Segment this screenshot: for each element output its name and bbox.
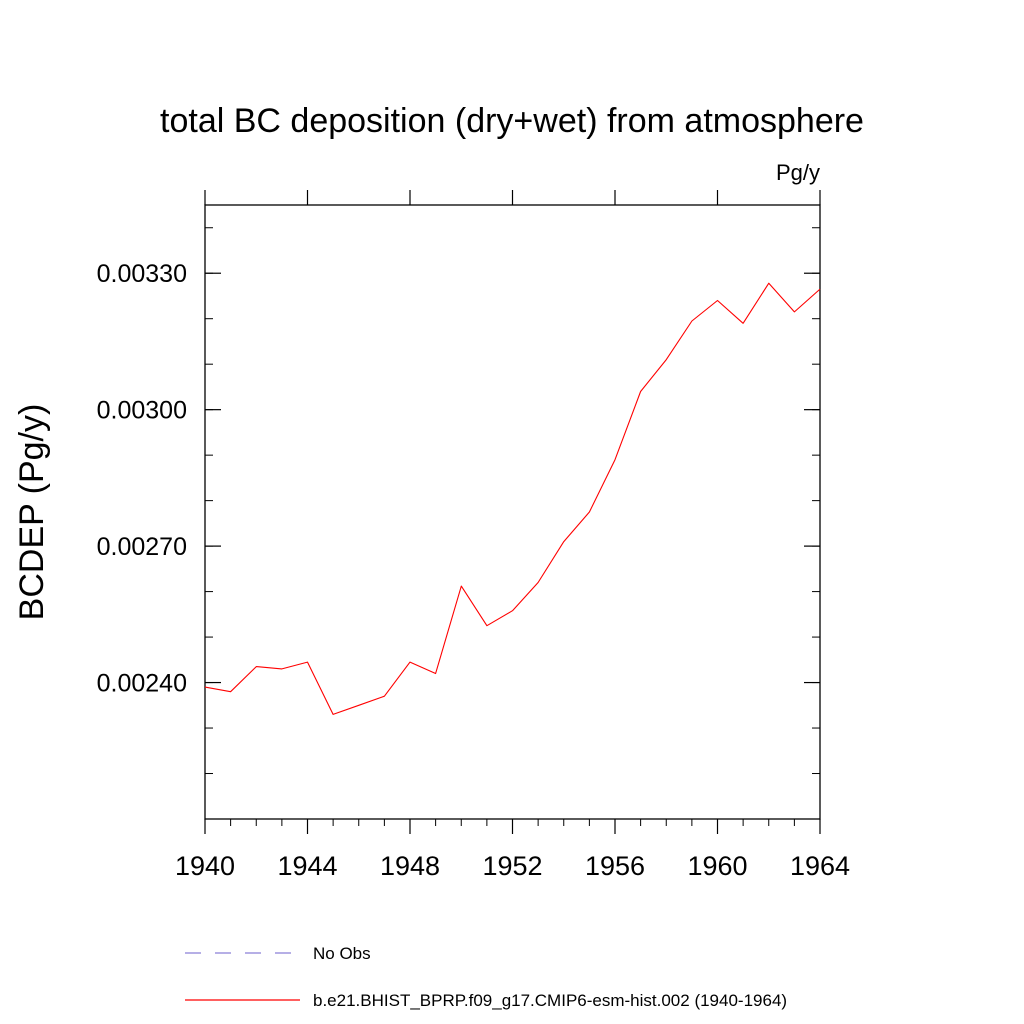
- units-label: Pg/y: [776, 160, 820, 185]
- y-tick-labels: 0.00240 0.00270 0.00300 0.00330: [97, 260, 187, 697]
- y-tick-label: 0.00330: [97, 260, 187, 288]
- legend-label-no-obs: No Obs: [313, 944, 371, 963]
- y-tick-label: 0.00270: [97, 533, 187, 561]
- y-tick-label: 0.00240: [97, 670, 187, 698]
- series-line-model-run: [204, 282, 821, 715]
- x-tick-labels: 1940 1944 1948 1952 1956 1960 1964: [175, 851, 850, 881]
- x-tick-label: 1960: [687, 851, 747, 881]
- series-layer: [204, 282, 821, 715]
- legend-label-model-run: b.e21.BHIST_BPRP.f09_g17.CMIP6-esm-hist.…: [313, 991, 787, 1010]
- y-tick-label: 0.00300: [97, 397, 187, 425]
- x-tick-label: 1964: [790, 851, 850, 881]
- x-tick-label: 1940: [175, 851, 235, 881]
- minor-ticks: [204, 227, 821, 826]
- legend: No Obs b.e21.BHIST_BPRP.f09_g17.CMIP6-es…: [185, 944, 787, 1010]
- x-tick-label: 1956: [585, 851, 645, 881]
- x-tick-label: 1952: [482, 851, 542, 881]
- major-ticks: [204, 190, 821, 834]
- plot-frame: [204, 204, 821, 820]
- x-tick-label: 1948: [380, 851, 440, 881]
- chart-title: total BC deposition (dry+wet) from atmos…: [160, 102, 864, 140]
- y-axis-label: BCDEP (Pg/y): [13, 404, 51, 621]
- x-tick-label: 1944: [277, 851, 337, 881]
